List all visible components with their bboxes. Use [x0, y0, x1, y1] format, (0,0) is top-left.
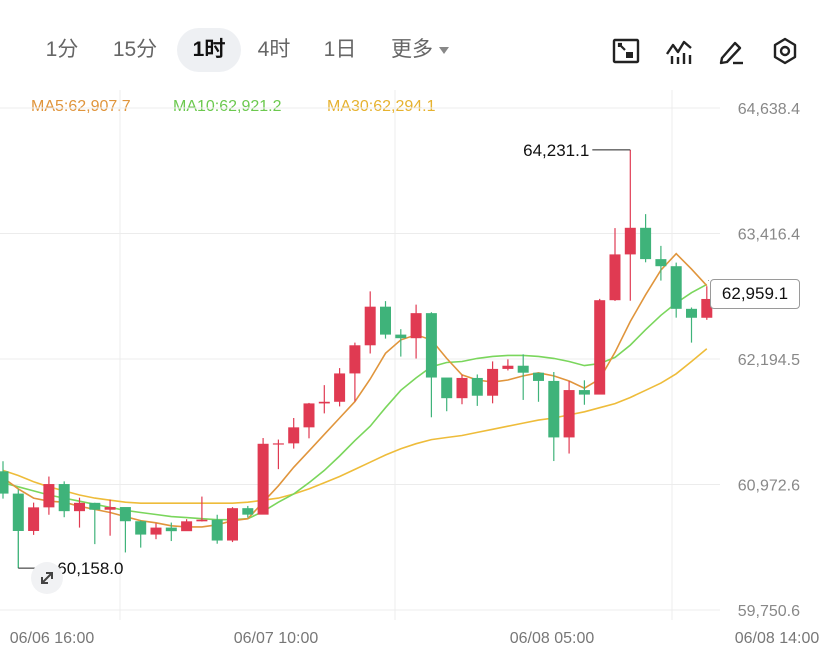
candle-body — [196, 519, 208, 522]
tab-1min[interactable]: 1分 — [45, 38, 79, 61]
candle-body — [181, 521, 193, 532]
candle-body — [502, 365, 514, 369]
candle-body — [58, 484, 70, 512]
candle-body — [334, 373, 346, 402]
x-tick-label: 06/08 05:00 — [510, 630, 595, 647]
candle-body — [303, 403, 315, 428]
candle-body — [74, 502, 85, 512]
candle-body — [548, 380, 560, 438]
candle-body — [578, 390, 590, 395]
candle-body — [0, 471, 9, 494]
tab-1hour[interactable]: 1时 — [177, 28, 241, 72]
candle-body — [410, 313, 422, 339]
more-dropdown[interactable]: 更多 — [382, 28, 458, 72]
low-price-label: 60,158.0 — [57, 559, 123, 578]
x-tick-label: 06/06 16:00 — [10, 630, 95, 647]
candle-body — [89, 502, 101, 510]
expand-icon — [41, 572, 53, 584]
tab-1day[interactable]: 1日 — [323, 38, 357, 61]
candle-body — [318, 401, 330, 404]
candle-body — [395, 334, 407, 339]
candle-body — [43, 484, 55, 508]
settings-icon[interactable] — [770, 36, 800, 66]
ma30-value: MA30:62,294.1 — [327, 98, 436, 115]
candle-body — [670, 266, 682, 309]
candle-body — [135, 521, 147, 535]
more-label: 更多 — [391, 38, 433, 61]
y-tick-label: 64,638.4 — [738, 101, 800, 118]
candle-body — [150, 527, 162, 535]
candle-body — [701, 298, 713, 318]
candle-body — [456, 377, 468, 399]
tab-4hour[interactable]: 4时 — [257, 38, 291, 61]
candle-body — [242, 508, 254, 515]
candle-body — [165, 527, 177, 532]
ma10-value: MA10:62,921.2 — [173, 98, 282, 115]
indicator-icon[interactable] — [664, 36, 694, 66]
ma30-line — [2, 348, 708, 505]
candle-body — [609, 254, 621, 301]
candle-body — [257, 443, 269, 515]
candle-body — [624, 227, 636, 255]
x-tick-label: 06/07 10:00 — [234, 630, 319, 647]
expand-button[interactable] — [31, 562, 63, 594]
candle-body — [640, 227, 652, 260]
candle-body — [349, 345, 361, 374]
candle-body — [441, 377, 453, 399]
candle-body — [12, 493, 24, 531]
candle-body — [211, 519, 223, 541]
high-price-label: 64,231.1 — [523, 141, 589, 160]
candle-body — [655, 259, 667, 267]
candle-body — [517, 365, 529, 373]
y-tick-label: 62,194.5 — [738, 352, 800, 369]
chevron-down-icon — [439, 46, 449, 54]
x-tick-label: 06/08 14:00 — [735, 630, 820, 647]
candle-body — [227, 508, 238, 541]
candle-body — [272, 443, 284, 445]
candle-body — [563, 390, 575, 438]
timeframe-tabbar: 1分 15分 1时 4时 1日 更多 — [0, 0, 829, 102]
y-tick-label: 59,750.6 — [738, 603, 800, 620]
candle-body — [487, 368, 499, 396]
tab-15min[interactable]: 15分 — [112, 38, 158, 61]
candle-body — [594, 300, 606, 395]
crop-icon[interactable] — [611, 36, 641, 66]
candle-body — [471, 377, 483, 396]
candle-body — [380, 306, 391, 335]
pen-icon[interactable] — [716, 36, 746, 66]
y-tick-label: 60,972.6 — [738, 477, 800, 494]
candle-body — [28, 507, 40, 531]
candle-body — [119, 507, 131, 522]
candle-body — [364, 306, 376, 346]
candle-body — [533, 372, 544, 381]
candle-body — [686, 308, 697, 318]
candle-body — [425, 313, 437, 378]
candle-body — [288, 427, 300, 444]
ma5-value: MA5:62,907.7 — [31, 98, 131, 115]
y-tick-label: 63,416.4 — [738, 227, 800, 244]
candle-body — [104, 507, 116, 510]
current-price-tag: 62,959.1 — [710, 279, 800, 309]
